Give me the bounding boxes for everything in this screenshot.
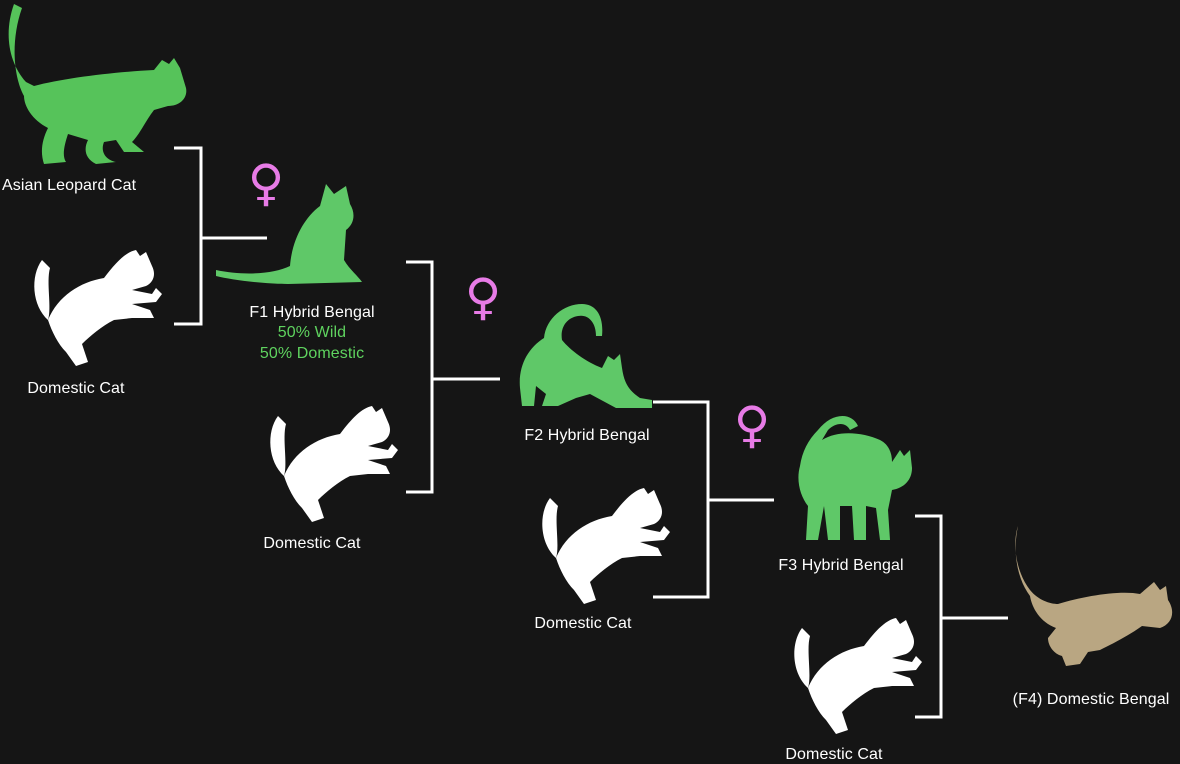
walking-cat-icon <box>8 4 187 164</box>
f3-hybrid-bengal-label: F3 Hybrid Bengal <box>778 557 904 574</box>
pouncing-cat-icon <box>34 250 162 366</box>
f1-domestic-percentage: 50% Domestic <box>259 345 365 362</box>
f1-wild-percentage: 50% Wild <box>277 324 347 341</box>
pouncing-cat-icon <box>794 618 922 734</box>
domestic-cat-label: Domestic Cat <box>263 535 361 552</box>
bracket-2 <box>406 260 500 494</box>
female-symbol-icon: ♀ <box>465 268 502 326</box>
female-symbol-icon: ♀ <box>248 154 285 212</box>
domestic-cat-label: Domestic Cat <box>534 615 632 632</box>
f2-hybrid-bengal-label: F2 Hybrid Bengal <box>524 427 650 444</box>
f4-domestic-bengal-label: (F4) Domestic Bengal <box>1012 691 1170 708</box>
bracket-4 <box>915 514 1008 719</box>
sitting-cat-icon <box>216 184 362 284</box>
asian-leopard-cat-label: Asian Leopard Cat <box>2 177 137 194</box>
f1-hybrid-bengal-label: F1 Hybrid Bengal <box>249 304 375 321</box>
stretching-cat-icon <box>519 304 652 408</box>
running-cat-icon <box>1015 526 1173 666</box>
bracket-3 <box>653 400 774 599</box>
domestic-cat-label: Domestic Cat <box>785 746 883 763</box>
female-symbol-icon: ♀ <box>734 396 771 454</box>
pouncing-cat-icon <box>542 488 670 604</box>
arched-cat-icon <box>798 415 912 540</box>
bracket-1 <box>174 146 267 326</box>
domestic-cat-label: Domestic Cat <box>27 380 125 397</box>
pouncing-cat-icon <box>270 406 398 522</box>
